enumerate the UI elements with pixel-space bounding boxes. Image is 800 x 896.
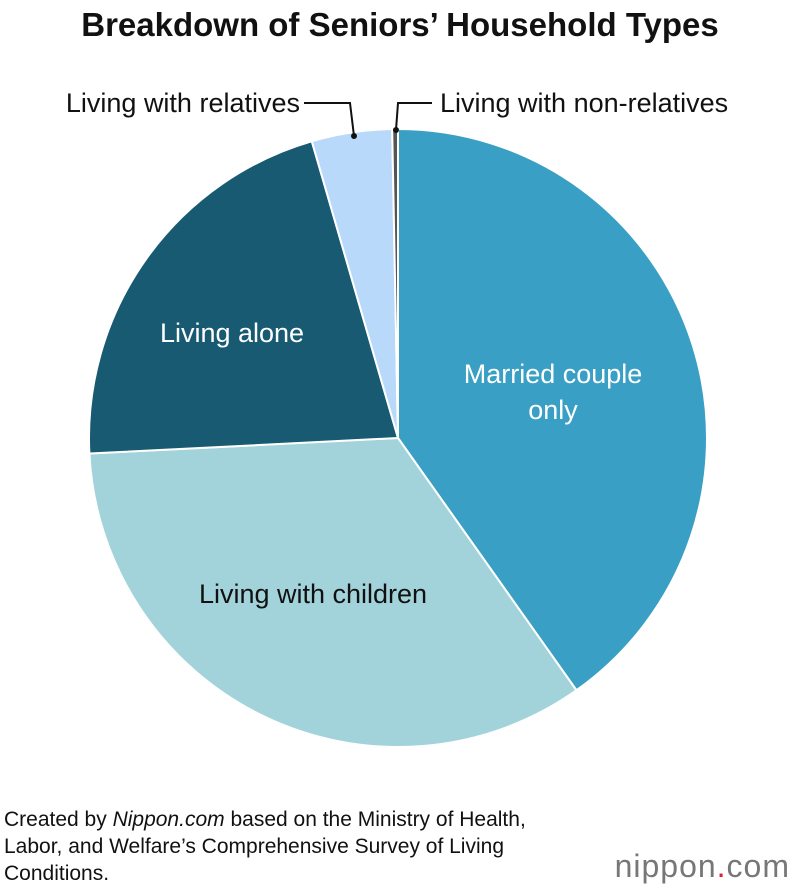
source-site: Nippon.com <box>112 808 225 831</box>
logo-dot: . <box>716 848 727 884</box>
slice-label: Living with non-relatives <box>440 88 729 118</box>
source-text: based on the Ministry of Health, Labor, … <box>4 808 526 885</box>
leader-dot <box>393 127 399 133</box>
logo-name: nippon <box>614 848 717 884</box>
slices <box>88 127 708 748</box>
slice-label: Living with relatives <box>65 88 300 118</box>
slice-label: Married couple only <box>463 359 643 425</box>
source-text: Created by <box>4 808 113 831</box>
slice-label: Living with children <box>198 579 428 609</box>
logo: nippon.com <box>615 848 790 885</box>
pie-slice <box>88 436 578 748</box>
pie-slice <box>88 140 400 455</box>
chart-title: Breakdown of Seniors’ Household Types <box>81 6 719 43</box>
leader-line <box>395 102 432 131</box>
logo-tld: com <box>726 848 790 884</box>
slice-label: Living alone <box>159 318 305 348</box>
pie-slice <box>397 127 708 692</box>
source-note: Created by Nippon.com based on the Minis… <box>4 806 554 887</box>
leader-line <box>304 102 355 137</box>
leader-dot <box>351 133 357 139</box>
